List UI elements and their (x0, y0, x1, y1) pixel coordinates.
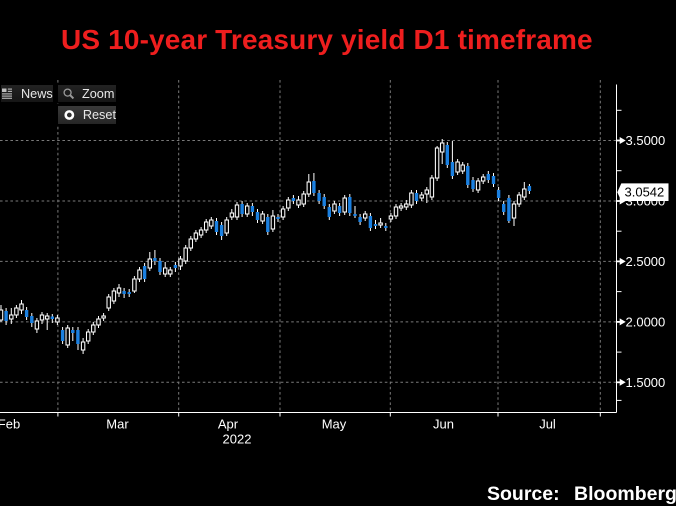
svg-text:1.5000: 1.5000 (626, 375, 666, 390)
svg-text:Apr: Apr (218, 417, 239, 432)
svg-text:Jul: Jul (539, 417, 556, 432)
svg-text:3.5000: 3.5000 (626, 133, 666, 148)
svg-text:May: May (322, 417, 347, 432)
svg-text:Jun: Jun (433, 417, 454, 432)
svg-text:2.0000: 2.0000 (626, 315, 666, 330)
svg-text:2.5000: 2.5000 (626, 254, 666, 269)
svg-text:Feb: Feb (0, 417, 20, 432)
svg-text:Mar: Mar (106, 417, 129, 432)
svg-text:2022: 2022 (223, 432, 252, 447)
svg-text:3.0542: 3.0542 (625, 184, 665, 199)
